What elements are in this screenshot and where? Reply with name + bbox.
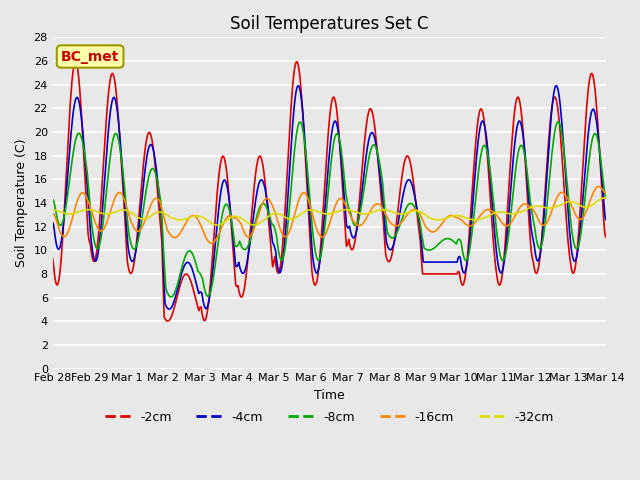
- Title: Soil Temperatures Set C: Soil Temperatures Set C: [230, 15, 428, 33]
- Text: BC_met: BC_met: [61, 49, 119, 63]
- X-axis label: Time: Time: [314, 389, 344, 402]
- Legend: -2cm, -4cm, -8cm, -16cm, -32cm: -2cm, -4cm, -8cm, -16cm, -32cm: [100, 406, 558, 429]
- Y-axis label: Soil Temperature (C): Soil Temperature (C): [15, 139, 28, 267]
